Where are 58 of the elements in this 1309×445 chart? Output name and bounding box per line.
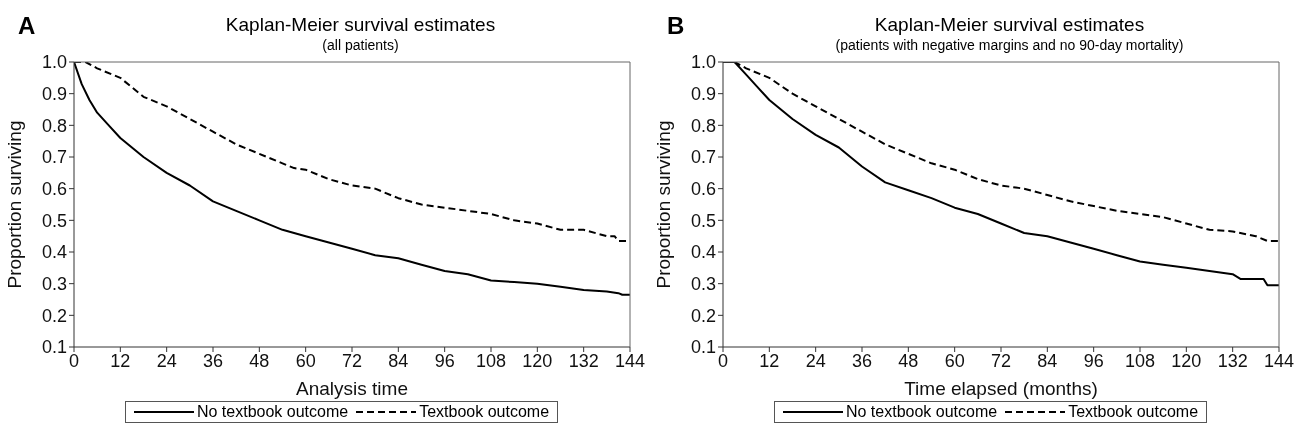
y-tick-label: 0.8 [690,115,716,136]
y-tick-label: 0.3 [690,274,716,295]
y-tick-label: 0.6 [690,179,716,200]
x-tick-label: 144 [614,350,646,371]
y-tick-label: 1.0 [41,52,67,73]
x-tick-label: 120 [1171,350,1202,371]
x-tick-label: 108 [475,350,507,371]
x-tick-label: 132 [568,350,599,371]
y-tick-label: 0.9 [690,84,716,105]
x-tick-label: 36 [202,350,224,371]
x-tick-label: 24 [805,350,826,371]
y-tick-label: 0.3 [41,274,67,295]
text: A [18,12,36,40]
x-tick-label: 48 [249,350,270,371]
x-tick-label: 60 [944,350,965,371]
legend-label: Textbook outcome [419,403,550,421]
y-tick-label: 0.7 [41,147,67,168]
y-tick-label: 0.5 [690,210,716,231]
x-tick-label: 0 [717,350,729,371]
text: B [667,12,685,40]
x-tick-label: 108 [1124,350,1156,371]
chart-title: Kaplan-Meier survival estimates [874,14,1145,35]
chart-title: Kaplan-Meier survival estimates [225,14,496,35]
x-tick-label: 84 [1037,350,1058,371]
x-tick-label: 96 [434,350,455,371]
x-tick-label: 72 [990,350,1012,371]
x-tick-label: 84 [388,350,409,371]
x-tick-label: 132 [1217,350,1248,371]
legend-label: Textbook outcome [1068,403,1199,421]
y-tick-label: 1.0 [690,52,716,73]
x-tick-label: 0 [68,350,80,371]
chart-subtitle: (patients with negative margins and no 90-day mortality) [835,37,1184,53]
legend-label: No textbook outcome [196,403,349,421]
y-tick-label: 0.2 [690,305,716,326]
x-tick-label: 12 [110,350,131,371]
y-tick-label: 0.6 [41,179,67,200]
chart-subtitle: (all patients) [322,37,399,53]
y-tick-label: 0.1 [41,337,67,358]
x-tick-label: 72 [341,350,363,371]
x-tick-label: 36 [851,350,873,371]
y-tick-label: 0.4 [690,242,716,263]
x-tick-label: 96 [1083,350,1104,371]
y-tick-label: 0.7 [690,147,716,168]
y-tick-label: 0.8 [41,115,67,136]
x-tick-label: 48 [898,350,919,371]
y-tick-label: 0.5 [41,210,67,231]
x-tick-label: 12 [759,350,780,371]
legend-label: No textbook outcome [845,403,998,421]
x-tick-label: 120 [522,350,553,371]
y-tick-label: 0.4 [41,242,67,263]
x-axis-title: Analysis time [296,378,408,399]
y-tick-label: 0.1 [690,337,716,358]
x-tick-label: 60 [295,350,316,371]
x-axis-title: Time elapsed (months) [904,378,1098,399]
y-tick-label: 0.9 [41,84,67,105]
y-tick-label: 0.2 [41,305,67,326]
x-tick-label: 144 [1263,350,1295,371]
x-tick-label: 24 [156,350,177,371]
